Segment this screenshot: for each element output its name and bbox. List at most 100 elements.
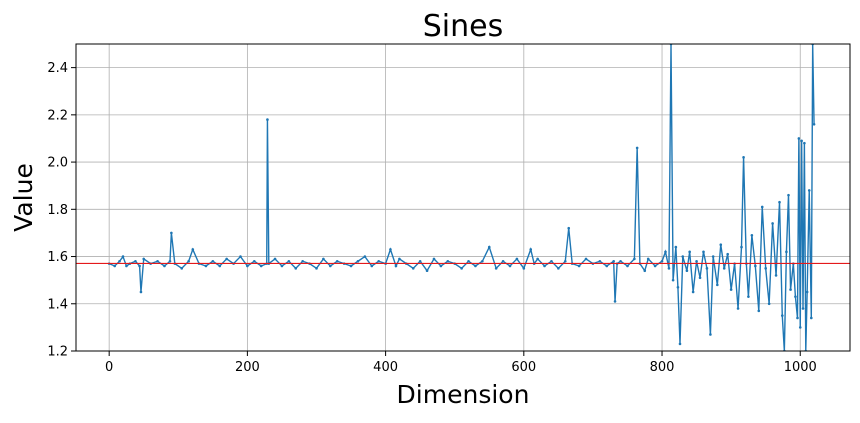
y-tick-label: 1.6 <box>47 250 68 265</box>
data-point <box>156 259 159 263</box>
data-point <box>805 290 809 294</box>
data-point <box>522 267 526 270</box>
x-axis-label: Dimension <box>397 380 530 409</box>
data-point <box>780 314 784 317</box>
gridlines <box>76 44 850 352</box>
data-point <box>626 264 629 268</box>
x-tick-label: 200 <box>235 360 260 375</box>
data-point <box>736 307 740 310</box>
data-point <box>494 267 498 270</box>
data-point <box>335 259 339 263</box>
data-point <box>612 259 615 263</box>
data-point <box>125 264 128 268</box>
data-point <box>716 283 719 287</box>
data-point <box>363 255 367 258</box>
data-point <box>742 156 745 159</box>
data-point <box>180 267 184 270</box>
data-point <box>709 333 712 336</box>
data-point <box>315 267 318 270</box>
y-tick-label: 2.2 <box>47 108 68 123</box>
data-point <box>789 288 792 291</box>
data-point <box>605 264 609 268</box>
data-point <box>163 264 166 268</box>
data-point <box>810 316 813 320</box>
data-point <box>246 264 249 268</box>
data-point <box>797 137 801 140</box>
data-point <box>800 139 803 143</box>
data-point <box>754 264 757 268</box>
data-point <box>474 264 477 268</box>
data-point <box>113 264 116 268</box>
y-tick-label: 1.2 <box>47 345 68 360</box>
data-point <box>142 257 146 261</box>
data-point <box>660 259 664 263</box>
data-point <box>801 307 805 310</box>
series-group <box>107 44 816 351</box>
y-tick-label: 1.8 <box>47 203 68 218</box>
data-point <box>778 200 781 204</box>
data-point <box>287 259 291 263</box>
data-point <box>807 189 811 192</box>
x-axis-ticks: 0 200 400 600 800 1000 <box>105 351 817 375</box>
x-tick-label: 1000 <box>784 360 817 375</box>
data-point <box>719 243 723 247</box>
data-point <box>168 259 172 263</box>
data-point <box>139 290 143 294</box>
data-point <box>481 259 484 263</box>
data-point <box>170 231 173 235</box>
data-point <box>273 257 277 261</box>
data-point <box>702 250 705 254</box>
data-point <box>803 141 806 145</box>
data-point <box>691 290 695 294</box>
data-point <box>349 264 353 268</box>
data-point <box>688 250 691 254</box>
data-point <box>543 264 546 268</box>
data-point <box>798 326 802 329</box>
chart-title: Sines <box>423 9 503 44</box>
y-tick-label: 2.0 <box>47 156 68 171</box>
data-point <box>529 248 533 251</box>
data-point <box>446 259 450 263</box>
data-point <box>785 250 788 254</box>
y-tick-label: 2.4 <box>47 61 68 76</box>
data-point <box>266 118 269 121</box>
data-point <box>487 245 491 249</box>
data-point <box>225 257 228 261</box>
data-point <box>750 233 754 237</box>
data-point <box>671 278 675 282</box>
data-point <box>460 267 463 270</box>
data-point <box>796 316 799 320</box>
data-point <box>664 250 667 254</box>
x-tick-label: 0 <box>105 360 113 375</box>
data-point <box>722 267 726 270</box>
data-point <box>619 259 622 263</box>
data-point <box>467 259 470 263</box>
data-point <box>187 259 190 263</box>
data-point <box>747 295 750 298</box>
data-point <box>598 259 602 263</box>
data-point <box>398 257 401 261</box>
data-point <box>432 257 436 261</box>
data-point <box>134 259 137 263</box>
y-axis-label: Value <box>9 163 38 232</box>
data-point <box>439 264 443 268</box>
y-tick-label: 1.4 <box>47 297 68 312</box>
data-point <box>711 255 715 258</box>
data-point <box>577 264 581 268</box>
data-point <box>685 269 689 273</box>
data-point <box>389 248 392 251</box>
data-point <box>774 274 778 277</box>
data-point <box>740 245 743 249</box>
data-point <box>695 259 698 263</box>
data-point <box>280 264 284 268</box>
data-point <box>646 257 650 261</box>
data-point <box>643 269 647 273</box>
data-point <box>394 264 398 268</box>
data-point <box>515 257 519 261</box>
data-point <box>567 226 571 230</box>
data-point <box>259 264 263 268</box>
data-point <box>794 295 797 298</box>
data-point <box>557 267 560 270</box>
data-point <box>678 342 682 346</box>
